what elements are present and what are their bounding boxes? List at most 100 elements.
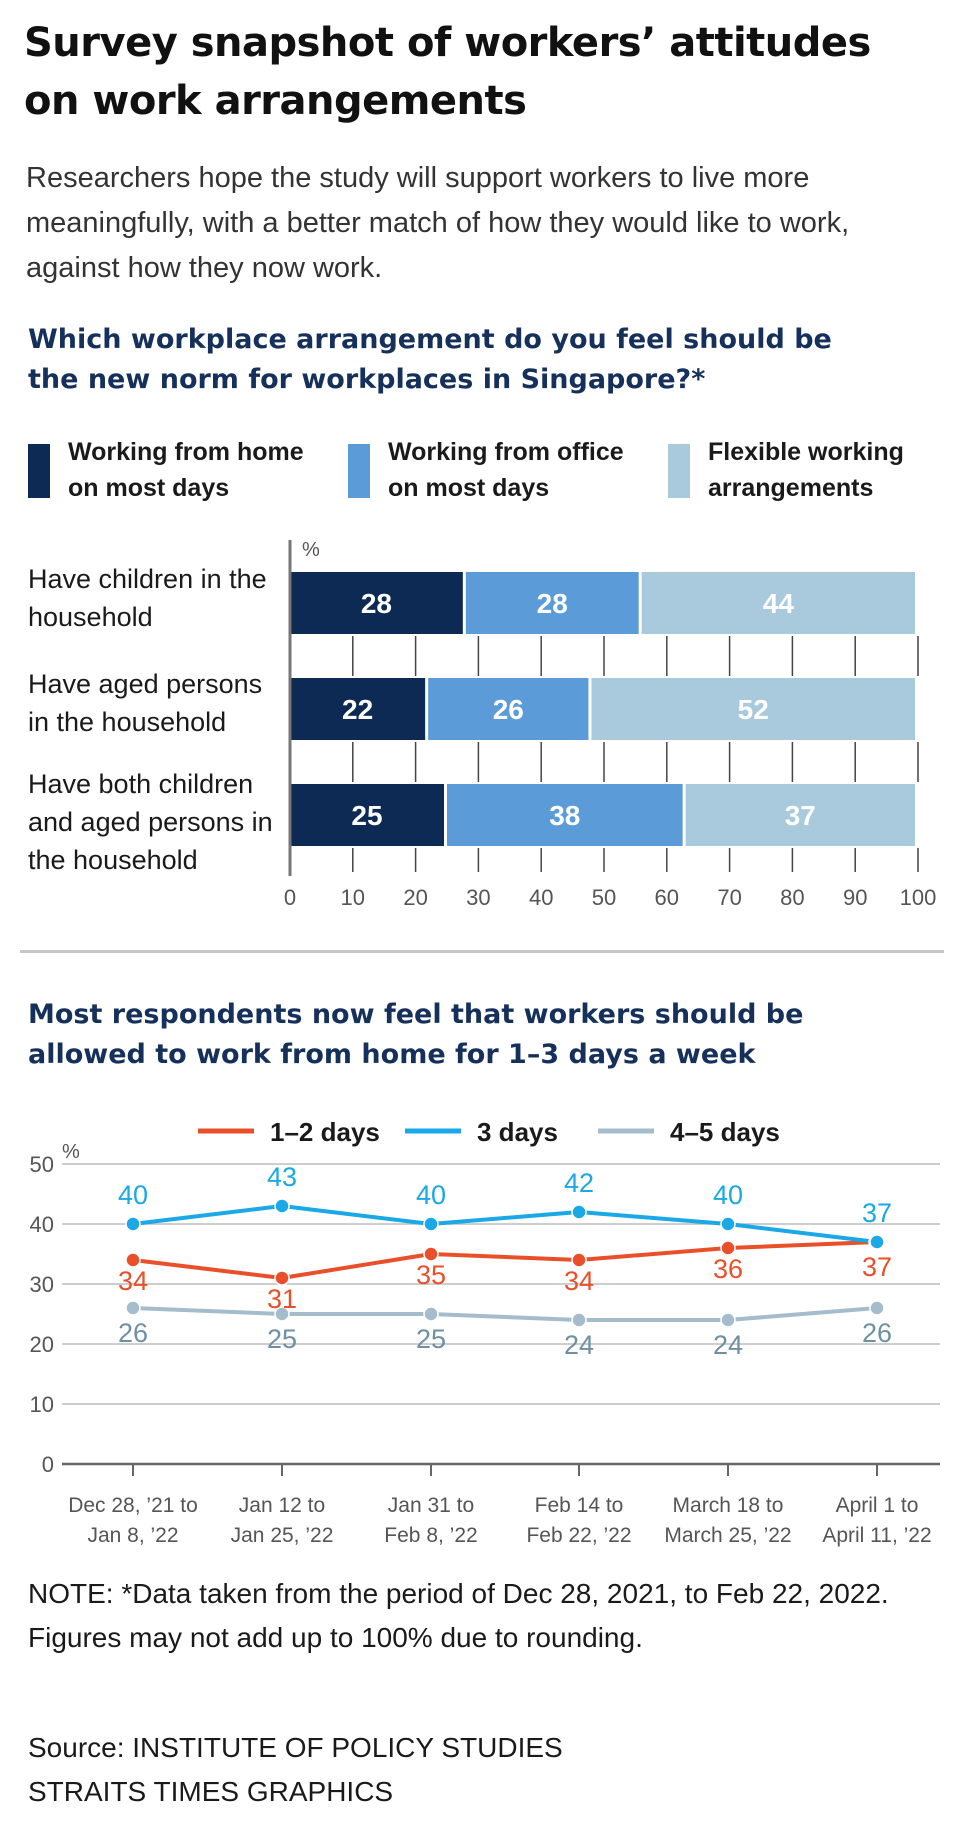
- bar-value-label: 28: [361, 588, 392, 619]
- legend-label-wfo: Working from office on most days: [388, 438, 624, 502]
- stacked-bar-chart: 28 28 44 22 26 52 25 38 37% 0 10 20 30 40 50 60 70 80 90 10…: [284, 539, 937, 910]
- bar-value-label: 38: [549, 800, 580, 831]
- x-tick-label: 90: [843, 885, 867, 910]
- row-label-children: Have children in the household: [28, 564, 267, 632]
- x-tick-label: April 11, ’22: [822, 1524, 931, 1547]
- data-point: [423, 1306, 439, 1322]
- x-tick-label: 40: [529, 885, 553, 910]
- intro-text: Researchers hope the study will support …: [26, 162, 850, 284]
- footnote: NOTE: *Data taken from the period of Dec…: [28, 1578, 889, 1653]
- chart1-title: Which workplace arrangement do you feel …: [28, 324, 832, 395]
- bar-value-label: 28: [537, 588, 568, 619]
- bar-segment: [290, 678, 426, 740]
- data-label: 40: [713, 1180, 743, 1210]
- x-tick-label: 10: [341, 885, 365, 910]
- row-label-both: Have both children and aged persons in t…: [28, 769, 273, 875]
- bar-segment: [641, 572, 915, 634]
- legend-label: 4–5 days: [670, 1117, 780, 1147]
- data-point: [125, 1252, 141, 1268]
- data-label: 35: [416, 1260, 446, 1290]
- data-label: 37: [862, 1252, 892, 1282]
- bar-segment: [290, 572, 463, 634]
- x-tick-label: 50: [592, 885, 616, 910]
- x-tick-label: 20: [403, 885, 427, 910]
- x-tick-label: March 25, ’22: [664, 1524, 791, 1547]
- data-point: [571, 1252, 587, 1268]
- data-label: 34: [118, 1266, 148, 1296]
- x-tick-label: Jan 12 to: [239, 1494, 325, 1517]
- credit-text: STRAITS TIMES GRAPHICS: [28, 1776, 394, 1807]
- data-label: 26: [118, 1318, 148, 1348]
- page-title: Survey snapshot of workers’ attitudes on…: [24, 20, 871, 124]
- legend-item-flexible: Flexible working arrangements: [668, 434, 958, 506]
- data-point: [423, 1246, 439, 1262]
- x-tick-label: Feb 14 to: [535, 1494, 624, 1517]
- data-label: 24: [713, 1330, 743, 1360]
- bar-segment: [290, 784, 444, 846]
- series-line: [132, 1240, 878, 1280]
- y-tick-label: 20: [30, 1332, 54, 1357]
- data-label: 40: [118, 1180, 148, 1210]
- axis-unit-label: %: [302, 539, 320, 561]
- data-label: 34: [564, 1266, 594, 1296]
- legend-item-wfo: Working from office on most days: [348, 434, 648, 506]
- data-label: 31: [267, 1284, 297, 1314]
- y-tick-label: 50: [30, 1152, 54, 1177]
- x-tick-label: 70: [717, 885, 741, 910]
- data-label: 25: [267, 1324, 297, 1354]
- bar-segment: [591, 678, 915, 740]
- data-point: [125, 1216, 141, 1232]
- bar-value-label: 37: [785, 800, 816, 831]
- bar-segment: [685, 784, 915, 846]
- legend-label-wfh: Working from home on most days: [68, 438, 304, 502]
- data-point: [869, 1234, 885, 1250]
- y-tick-label: 40: [30, 1212, 54, 1237]
- data-point: [274, 1306, 290, 1322]
- x-tick-label: 0: [284, 885, 296, 910]
- legend-label: 3 days: [477, 1117, 558, 1147]
- x-tick-label: 100: [900, 885, 937, 910]
- legend-label-flexible: Flexible working arrangements: [708, 438, 904, 502]
- data-point: [571, 1204, 587, 1220]
- x-tick-label: March 18 to: [673, 1494, 784, 1517]
- y-tick-label: 0: [42, 1452, 54, 1477]
- bar-segment: [447, 784, 683, 846]
- section-divider: [20, 950, 944, 953]
- bar-value-label: 22: [342, 694, 373, 725]
- x-tick-label: 30: [466, 885, 490, 910]
- bar-segment: [428, 678, 589, 740]
- bar-value-label: 52: [738, 694, 769, 725]
- data-point: [423, 1216, 439, 1232]
- y-tick-label: 10: [30, 1392, 54, 1417]
- chart2-title: Most respondents now feel that workers s…: [28, 999, 804, 1070]
- legend-swatch-wfo: [348, 444, 370, 498]
- x-tick-label: Jan 8, ’22: [87, 1524, 178, 1547]
- series-line: [132, 1204, 878, 1244]
- x-tick-label: Jan 31 to: [388, 1494, 474, 1517]
- axis-unit-label: %: [62, 1141, 80, 1163]
- data-point: [125, 1300, 141, 1316]
- x-tick-label: Feb 8, ’22: [384, 1524, 477, 1547]
- x-tick-label: Feb 22, ’22: [526, 1524, 631, 1547]
- y-tick-label: 30: [30, 1272, 54, 1297]
- data-label: 43: [267, 1162, 297, 1192]
- data-point: [274, 1198, 290, 1214]
- data-label: 25: [416, 1324, 446, 1354]
- data-label: 26: [862, 1318, 892, 1348]
- x-tick-label: 60: [655, 885, 679, 910]
- row-label-aged: Have aged persons in the household: [28, 669, 263, 737]
- x-tick-label: April 1 to: [836, 1494, 919, 1517]
- x-tick-label: 80: [780, 885, 804, 910]
- source-text: Source: INSTITUTE OF POLICY STUDIES: [28, 1732, 563, 1763]
- data-point: [720, 1240, 736, 1256]
- data-label: 42: [564, 1168, 594, 1198]
- data-point: [274, 1270, 290, 1286]
- data-label: 24: [564, 1330, 594, 1360]
- x-tick-label: Dec 28, ’21 to: [68, 1494, 198, 1517]
- series-line: [132, 1306, 878, 1322]
- data-label: 37: [862, 1198, 892, 1228]
- bar-segment: [465, 572, 639, 634]
- data-point: [720, 1216, 736, 1232]
- line-chart: 1–2 days 3 days 4–5 days 0 10 20 30 40 50 % Dec 28…: [30, 1117, 940, 1547]
- data-label: 36: [713, 1254, 743, 1284]
